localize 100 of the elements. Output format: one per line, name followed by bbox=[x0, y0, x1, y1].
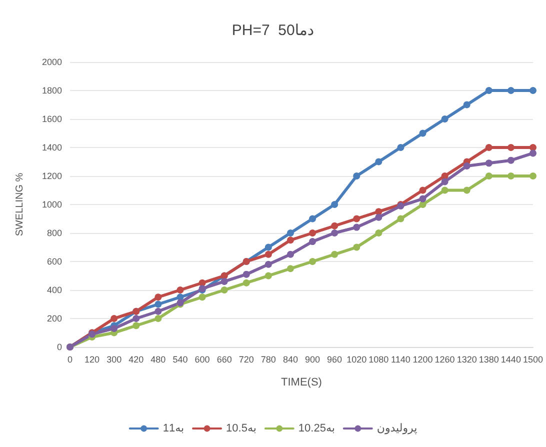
point bbox=[419, 201, 426, 208]
x-tick-label: 1380 bbox=[478, 354, 499, 364]
y-tick-label: 200 bbox=[46, 314, 62, 324]
legend-label: 1به0.5 bbox=[226, 422, 256, 434]
point bbox=[529, 172, 536, 180]
point bbox=[463, 186, 470, 194]
point bbox=[397, 215, 404, 222]
x-tick-label: 1260 bbox=[434, 354, 455, 364]
point bbox=[110, 324, 118, 332]
point bbox=[353, 172, 360, 180]
legend-label: پرولیدون bbox=[376, 422, 418, 434]
y-axis-title: SWELLING % bbox=[14, 172, 26, 236]
chart-title: PH=7 دما50 bbox=[232, 22, 314, 39]
point bbox=[441, 172, 448, 180]
point bbox=[264, 272, 272, 280]
x-axis-title: TIME(S) bbox=[281, 376, 322, 388]
point bbox=[331, 201, 338, 208]
point bbox=[242, 279, 250, 286]
point bbox=[507, 144, 514, 151]
x-tick-label: 900 bbox=[305, 354, 320, 364]
x-tick-label: 120 bbox=[84, 354, 100, 364]
y-tick-label: 1000 bbox=[42, 200, 62, 210]
point bbox=[110, 315, 118, 322]
point bbox=[419, 130, 426, 137]
x-tick-label: 960 bbox=[327, 354, 342, 364]
point bbox=[309, 230, 316, 236]
x-tick-label: 660 bbox=[216, 354, 232, 364]
x-tick-label: 600 bbox=[194, 354, 210, 364]
x-tick-label: 540 bbox=[172, 354, 188, 364]
point bbox=[264, 244, 272, 251]
y-tick-label: 1200 bbox=[42, 171, 62, 181]
point bbox=[132, 315, 140, 322]
x-tick-label: 420 bbox=[128, 354, 144, 364]
point bbox=[529, 87, 536, 94]
point bbox=[353, 215, 360, 222]
point bbox=[353, 224, 360, 231]
point bbox=[507, 87, 514, 94]
legend-label: 1به0.25 bbox=[298, 422, 335, 434]
x-tick-label: 1140 bbox=[391, 354, 410, 364]
point bbox=[242, 270, 250, 278]
y-tick-label: 1400 bbox=[42, 142, 62, 152]
point bbox=[375, 158, 382, 166]
x-tick-label: 1440 bbox=[500, 354, 521, 364]
point bbox=[220, 278, 228, 285]
x-tick-label: 1080 bbox=[368, 354, 389, 364]
y-tick-label: 600 bbox=[46, 256, 62, 266]
point bbox=[286, 265, 294, 272]
point bbox=[529, 150, 536, 157]
point bbox=[264, 250, 272, 258]
point bbox=[507, 156, 514, 164]
point bbox=[507, 172, 514, 180]
point bbox=[485, 160, 492, 167]
y-tick-label: 0 bbox=[56, 342, 62, 352]
point bbox=[375, 230, 382, 236]
point bbox=[485, 87, 492, 94]
point bbox=[353, 244, 360, 251]
point bbox=[309, 238, 316, 246]
x-tick-label: 1500 bbox=[522, 354, 544, 364]
x-tick-label: 0 bbox=[67, 354, 73, 364]
x-tick-label: 840 bbox=[282, 354, 298, 364]
y-tick-label: 2000 bbox=[42, 57, 62, 67]
point bbox=[463, 162, 470, 170]
x-tick-label: 480 bbox=[150, 354, 166, 364]
point bbox=[441, 178, 448, 186]
point bbox=[441, 116, 448, 122]
point bbox=[397, 144, 404, 151]
y-tick-label: 400 bbox=[46, 285, 62, 295]
point bbox=[154, 308, 162, 315]
point bbox=[154, 300, 162, 308]
point bbox=[154, 294, 162, 301]
y-tick-label: 800 bbox=[46, 228, 62, 238]
point bbox=[286, 230, 294, 236]
point bbox=[309, 258, 316, 265]
y-tick-label: 1600 bbox=[42, 114, 62, 124]
x-tick-label: 300 bbox=[106, 354, 122, 364]
point bbox=[331, 230, 338, 236]
point bbox=[441, 186, 448, 194]
x-tick-label: 720 bbox=[238, 354, 254, 364]
point bbox=[485, 144, 492, 151]
point bbox=[154, 315, 162, 322]
point bbox=[419, 186, 426, 194]
x-tick-label: 1020 bbox=[346, 354, 367, 364]
point bbox=[132, 322, 140, 330]
point bbox=[264, 260, 272, 268]
point bbox=[309, 215, 316, 222]
x-tick-label: 1320 bbox=[456, 354, 477, 364]
point bbox=[331, 222, 338, 230]
point bbox=[375, 214, 382, 221]
point bbox=[286, 236, 294, 244]
point bbox=[375, 208, 382, 216]
point bbox=[463, 101, 470, 108]
point bbox=[176, 286, 184, 294]
point bbox=[331, 250, 338, 258]
x-tick-label: 780 bbox=[260, 354, 276, 364]
point bbox=[198, 294, 206, 301]
point bbox=[220, 286, 228, 294]
x-tick-label: 1200 bbox=[412, 354, 433, 364]
point bbox=[286, 250, 294, 258]
legend-label: 1به1 bbox=[162, 422, 184, 434]
point bbox=[419, 195, 426, 202]
